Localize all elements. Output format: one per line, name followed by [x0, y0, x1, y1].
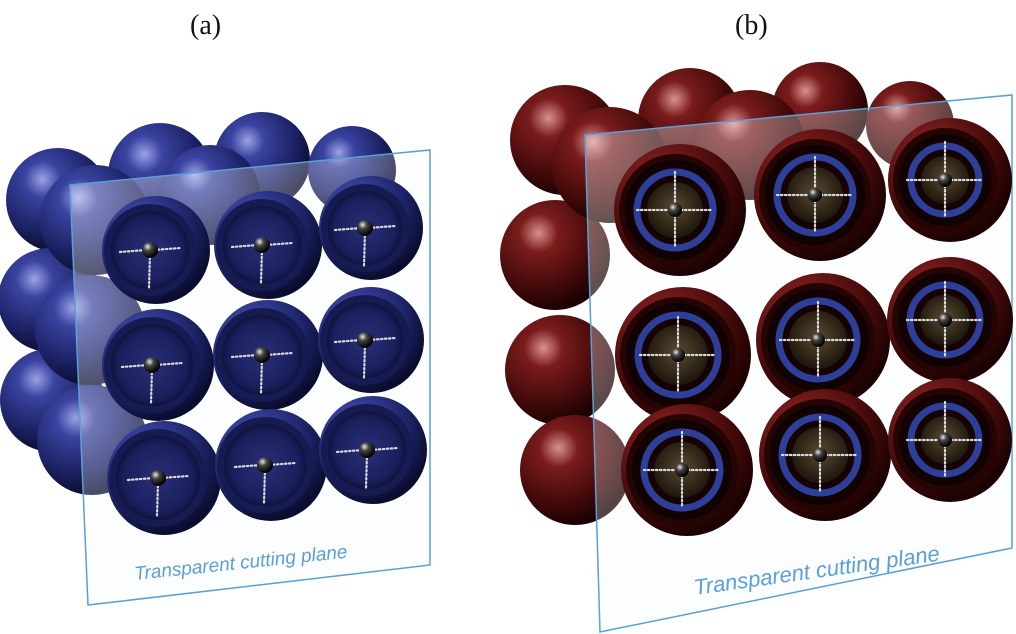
panel-b-cell: [614, 144, 746, 276]
panel-b-cell: [756, 273, 890, 407]
panel-b-atom: [675, 463, 689, 477]
panel-a-atom: [254, 347, 270, 363]
panel-a-cut-cells: [102, 176, 427, 535]
panel-b-cell: [615, 287, 751, 423]
panel-b-atom: [938, 173, 952, 187]
panel-b-atom: [938, 433, 952, 447]
panel-a-cell: [215, 409, 327, 521]
panel-b-cell: [759, 389, 891, 521]
panel-a-cell: [102, 196, 210, 304]
panel-a-cell: [107, 421, 221, 535]
panel-b-cell: [887, 257, 1013, 383]
panel-b-structure: Transparent cutting plane: [500, 62, 1013, 633]
panel-a-atom: [150, 470, 166, 486]
panel-b-cell: [888, 378, 1012, 502]
panel-b-atom: [811, 333, 825, 347]
panel-a-cell: [319, 396, 427, 504]
panel-b-inner-ring: [634, 311, 722, 399]
panel-a-atom: [357, 332, 373, 348]
panel-b-atom: [668, 203, 682, 217]
panel-b-cut-cells: [614, 118, 1013, 536]
panel-a-atom: [359, 442, 375, 458]
panel-a-cell: [318, 287, 424, 393]
panel-a-structure: Transparent cutting plane: [0, 112, 431, 606]
panel-a-cell: [102, 309, 214, 421]
panel-b-cell: [888, 118, 1012, 242]
panel-a-cell: [214, 191, 322, 299]
panel-a-label: (a): [190, 10, 222, 41]
panel-a-cell: [213, 300, 323, 410]
panel-b-cell: [621, 404, 753, 536]
panel-b-cell: [754, 129, 886, 261]
panel-b-atom: [808, 188, 822, 202]
panel-a-cell: [319, 176, 423, 280]
panel-a-atom: [257, 457, 273, 473]
panel-b-atom: [671, 348, 685, 362]
panel-a-atom: [357, 220, 373, 236]
panel-b-atom: [813, 448, 827, 462]
panel-a-atom: [144, 357, 160, 373]
panel-a-atom: [142, 242, 158, 258]
panel-b-label: (b): [735, 10, 768, 41]
panel-a-atom: [254, 237, 270, 253]
panel-b-atom: [938, 313, 952, 327]
